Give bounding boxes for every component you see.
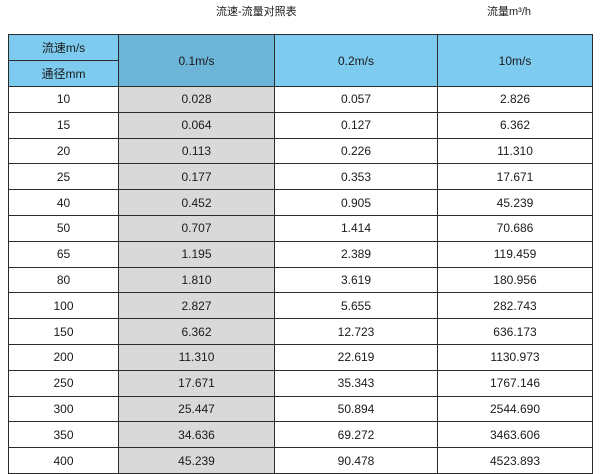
- cell-bore: 250: [8, 369, 119, 397]
- cell-bore: 350: [8, 421, 119, 449]
- cell-flow-0.1ms: 1.810: [118, 266, 275, 294]
- cell-flow-0.2ms: 3.619: [274, 266, 438, 294]
- cell-flow-10ms: 11.310: [437, 137, 593, 165]
- cell-flow-10ms: 4523.893: [437, 447, 593, 474]
- cell-flow-0.1ms: 0.113: [118, 137, 275, 165]
- table-header: 流速m/s 0.1m/s 0.2m/s 10m/s 通径mm: [8, 34, 593, 87]
- cell-flow-0.2ms: 0.057: [274, 86, 438, 113]
- cell-flow-0.2ms: 2.389: [274, 240, 438, 268]
- cell-flow-0.1ms: 0.177: [118, 163, 275, 191]
- cell-bore: 20: [8, 137, 119, 165]
- cell-flow-0.1ms: 0.028: [118, 86, 275, 113]
- table-row: 80 1.810 3.619 180.956: [8, 266, 593, 294]
- cell-bore: 65: [8, 240, 119, 268]
- cell-flow-0.1ms: 34.636: [118, 421, 275, 449]
- cell-flow-0.1ms: 11.310: [118, 343, 275, 371]
- cell-flow-0.2ms: 5.655: [274, 292, 438, 320]
- cell-bore: 40: [8, 189, 119, 216]
- cell-bore: 200: [8, 343, 119, 371]
- header-row-bottom: 通径mm: [8, 60, 593, 87]
- table-row: 300 25.447 50.894 2544.690: [8, 395, 593, 423]
- cell-flow-0.1ms: 0.707: [118, 214, 275, 242]
- cell-bore: 300: [8, 395, 119, 423]
- table-row: 250 17.671 35.343 1767.146: [8, 369, 593, 397]
- cell-flow-0.2ms: 0.905: [274, 189, 438, 216]
- cell-flow-10ms: 6.362: [437, 111, 593, 139]
- cell-flow-0.2ms: 69.272: [274, 421, 438, 449]
- cell-flow-0.1ms: 45.239: [118, 447, 275, 474]
- cell-flow-0.1ms: 1.195: [118, 240, 275, 268]
- header-col-0.1ms: 0.1m/s: [118, 34, 275, 87]
- table-body: 10 0.028 0.057 2.826 15 0.064 0.127 6.362 20 0.11…: [8, 86, 593, 474]
- cell-flow-0.2ms: 90.478: [274, 447, 438, 474]
- cell-flow-0.2ms: 12.723: [274, 318, 438, 345]
- caption-row: 流速-流量对照表 流量m³/h: [0, 0, 600, 32]
- cell-flow-0.2ms: 0.127: [274, 111, 438, 139]
- header-velocity-label: 流速m/s: [8, 34, 119, 61]
- cell-flow-0.2ms: 0.353: [274, 163, 438, 191]
- table-row: 50 0.707 1.414 70.686: [8, 214, 593, 242]
- cell-bore: 400: [8, 447, 119, 474]
- table-row: 150 6.362 12.723 636.173: [8, 318, 593, 345]
- cell-flow-10ms: 180.956: [437, 266, 593, 294]
- cell-flow-0.1ms: 2.827: [118, 292, 275, 320]
- table-row: 400 45.239 90.478 4523.893: [8, 447, 593, 474]
- table-row: 100 2.827 5.655 282.743: [8, 292, 593, 320]
- header-bore-label: 通径mm: [8, 60, 119, 87]
- header-row-top: 流速m/s 0.1m/s 0.2m/s 10m/s: [8, 34, 593, 87]
- cell-bore: 80: [8, 266, 119, 294]
- flow-velocity-table-wrap: 流速m/s 0.1m/s 0.2m/s 10m/s 通径mm 10 0.028 0.…: [8, 34, 593, 474]
- flow-velocity-table: 流速m/s 0.1m/s 0.2m/s 10m/s 通径mm 10 0.028 0.…: [8, 34, 593, 474]
- cell-flow-0.1ms: 17.671: [118, 369, 275, 397]
- cell-bore: 50: [8, 214, 119, 242]
- header-col-10ms: 10m/s: [437, 34, 593, 87]
- table-row: 20 0.113 0.226 11.310: [8, 137, 593, 165]
- cell-flow-0.1ms: 0.064: [118, 111, 275, 139]
- cell-flow-0.1ms: 6.362: [118, 318, 275, 345]
- cell-flow-10ms: 119.459: [437, 240, 593, 268]
- cell-flow-10ms: 45.239: [437, 189, 593, 216]
- cell-flow-0.2ms: 35.343: [274, 369, 438, 397]
- table-row: 200 11.310 22.619 1130.973: [8, 343, 593, 371]
- table-row: 15 0.064 0.127 6.362: [8, 111, 593, 139]
- cell-bore: 25: [8, 163, 119, 191]
- cell-flow-10ms: 1767.146: [437, 369, 593, 397]
- cell-flow-0.1ms: 0.452: [118, 189, 275, 216]
- cell-flow-10ms: 636.173: [437, 318, 593, 345]
- table-row: 65 1.195 2.389 119.459: [8, 240, 593, 268]
- cell-flow-10ms: 3463.606: [437, 421, 593, 449]
- table-row: 40 0.452 0.905 45.239: [8, 189, 593, 216]
- table-row: 25 0.177 0.353 17.671: [8, 163, 593, 191]
- flow-unit-label: 流量m³/h: [487, 6, 531, 18]
- cell-flow-0.2ms: 22.619: [274, 343, 438, 371]
- cell-bore: 150: [8, 318, 119, 345]
- cell-flow-10ms: 2544.690: [437, 395, 593, 423]
- cell-flow-10ms: 282.743: [437, 292, 593, 320]
- cell-flow-10ms: 17.671: [437, 163, 593, 191]
- cell-flow-0.2ms: 0.226: [274, 137, 438, 165]
- cell-flow-0.2ms: 50.894: [274, 395, 438, 423]
- cell-flow-10ms: 1130.973: [437, 343, 593, 371]
- cell-flow-10ms: 2.826: [437, 86, 593, 113]
- table-row: 350 34.636 69.272 3463.606: [8, 421, 593, 449]
- table-row: 10 0.028 0.057 2.826: [8, 86, 593, 113]
- cell-bore: 10: [8, 86, 119, 113]
- cell-bore: 15: [8, 111, 119, 139]
- cell-flow-0.2ms: 1.414: [274, 214, 438, 242]
- cell-flow-10ms: 70.686: [437, 214, 593, 242]
- cell-bore: 100: [8, 292, 119, 320]
- cell-flow-0.1ms: 25.447: [118, 395, 275, 423]
- header-col-0.2ms: 0.2m/s: [274, 34, 438, 87]
- chart-title: 流速-流量对照表: [216, 6, 297, 18]
